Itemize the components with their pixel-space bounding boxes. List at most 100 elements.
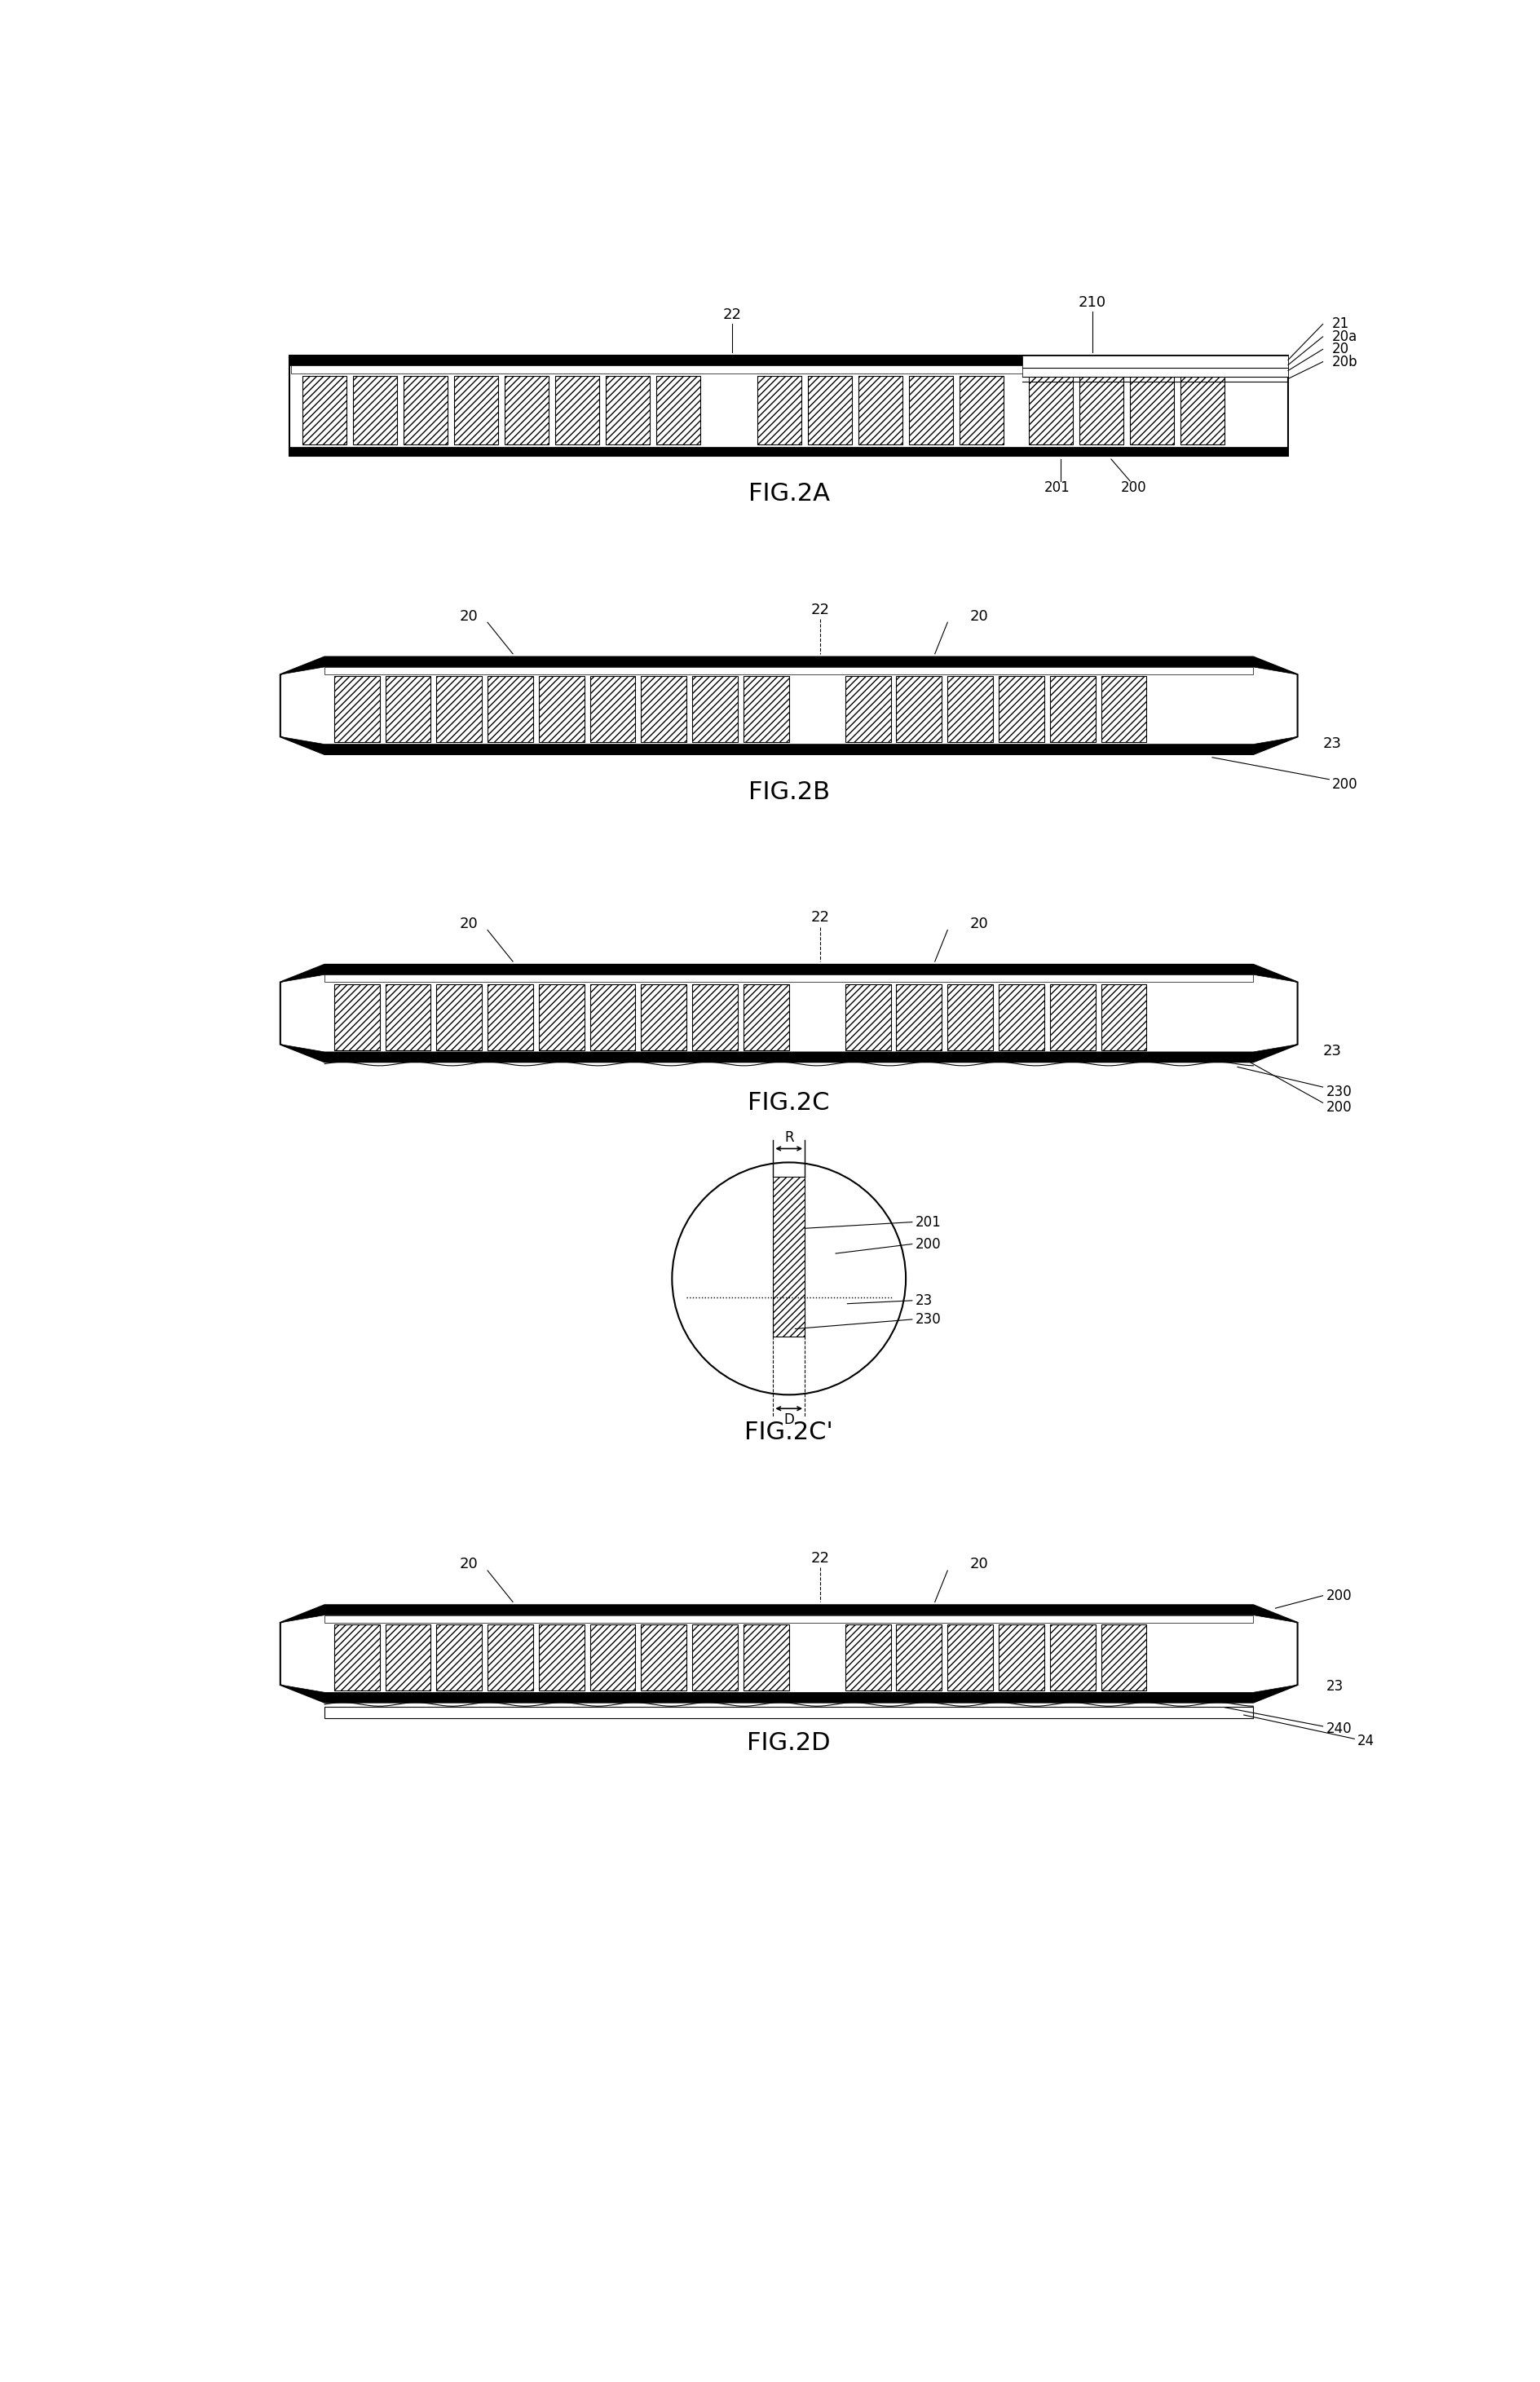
Bar: [909, 376, 953, 443]
Bar: [291, 364, 1287, 374]
Bar: [656, 376, 701, 443]
Bar: [896, 984, 942, 1050]
Bar: [302, 376, 347, 443]
Bar: [1050, 1625, 1095, 1691]
Bar: [605, 376, 650, 443]
Text: 200: 200: [1121, 481, 1146, 495]
Text: 201: 201: [1044, 481, 1070, 495]
Bar: [1050, 676, 1095, 743]
Bar: [1023, 355, 1287, 376]
Bar: [744, 984, 788, 1050]
Bar: [1080, 376, 1124, 443]
Circle shape: [671, 1162, 906, 1396]
Text: 20: 20: [1332, 343, 1349, 357]
Text: FIG.2C': FIG.2C': [745, 1420, 833, 1443]
Bar: [436, 676, 482, 743]
Bar: [641, 676, 687, 743]
Text: D: D: [784, 1413, 795, 1427]
Bar: [436, 984, 482, 1050]
Bar: [454, 376, 499, 443]
Text: 22: 22: [810, 910, 829, 924]
Bar: [693, 1625, 738, 1691]
Polygon shape: [280, 965, 1298, 981]
Bar: [385, 676, 431, 743]
Polygon shape: [280, 1605, 1298, 1622]
Bar: [947, 1625, 993, 1691]
Polygon shape: [280, 965, 1298, 1062]
Bar: [325, 974, 1254, 981]
Text: 21: 21: [1332, 317, 1349, 331]
Bar: [290, 355, 1287, 364]
Text: 230: 230: [915, 1312, 941, 1327]
Bar: [488, 676, 533, 743]
Text: 20: 20: [459, 610, 477, 624]
Bar: [845, 1625, 890, 1691]
Text: 23: 23: [1323, 736, 1341, 750]
Bar: [325, 1615, 1254, 1622]
Bar: [896, 1625, 942, 1691]
Text: FIG.2D: FIG.2D: [747, 1732, 830, 1756]
Polygon shape: [280, 1043, 1298, 1062]
Polygon shape: [280, 736, 1298, 755]
Bar: [334, 984, 379, 1050]
Bar: [590, 676, 636, 743]
Bar: [403, 376, 448, 443]
Bar: [693, 984, 738, 1050]
Bar: [845, 676, 890, 743]
Bar: [1101, 984, 1147, 1050]
Bar: [845, 984, 890, 1050]
Text: 22: 22: [810, 1551, 829, 1565]
Bar: [1029, 376, 1073, 443]
Bar: [744, 1625, 788, 1691]
Bar: [999, 984, 1044, 1050]
Text: 200: 200: [1326, 1589, 1352, 1603]
Text: 20: 20: [970, 610, 989, 624]
Bar: [999, 676, 1044, 743]
Bar: [334, 676, 379, 743]
Text: 240: 240: [1326, 1722, 1352, 1736]
Bar: [808, 376, 852, 443]
Bar: [758, 376, 802, 443]
Bar: [947, 984, 993, 1050]
Bar: [325, 667, 1254, 674]
Text: 24: 24: [1358, 1734, 1375, 1748]
Bar: [590, 1625, 636, 1691]
Text: 20a: 20a: [1332, 329, 1358, 343]
Bar: [334, 1625, 379, 1691]
Text: 201: 201: [915, 1215, 941, 1229]
Polygon shape: [280, 1684, 1298, 1703]
Bar: [488, 1625, 533, 1691]
Text: 20b: 20b: [1332, 355, 1358, 369]
Bar: [773, 1177, 805, 1336]
Text: 200: 200: [915, 1236, 941, 1251]
Text: FIG.2C: FIG.2C: [748, 1091, 830, 1115]
Text: 20: 20: [459, 917, 477, 931]
Bar: [353, 376, 397, 443]
Bar: [641, 1625, 687, 1691]
Text: 23: 23: [915, 1293, 933, 1308]
Bar: [505, 376, 548, 443]
Bar: [590, 984, 636, 1050]
Text: 200: 200: [1332, 777, 1358, 791]
Text: 23: 23: [1326, 1679, 1343, 1694]
Bar: [539, 984, 584, 1050]
Bar: [959, 376, 1004, 443]
Polygon shape: [280, 1605, 1298, 1703]
Bar: [290, 445, 1287, 455]
Text: R: R: [784, 1129, 793, 1146]
Text: 20: 20: [970, 1558, 989, 1572]
Bar: [1101, 1625, 1147, 1691]
Bar: [1130, 376, 1175, 443]
Bar: [641, 984, 687, 1050]
Text: 20: 20: [970, 917, 989, 931]
Bar: [290, 355, 1287, 455]
Text: FIG.2A: FIG.2A: [748, 481, 830, 505]
Bar: [947, 676, 993, 743]
Bar: [1181, 376, 1224, 443]
Text: 22: 22: [810, 603, 829, 617]
Bar: [385, 984, 431, 1050]
Bar: [1101, 676, 1147, 743]
Polygon shape: [280, 657, 1298, 674]
Polygon shape: [280, 657, 1298, 755]
Text: 230: 230: [1326, 1084, 1352, 1100]
